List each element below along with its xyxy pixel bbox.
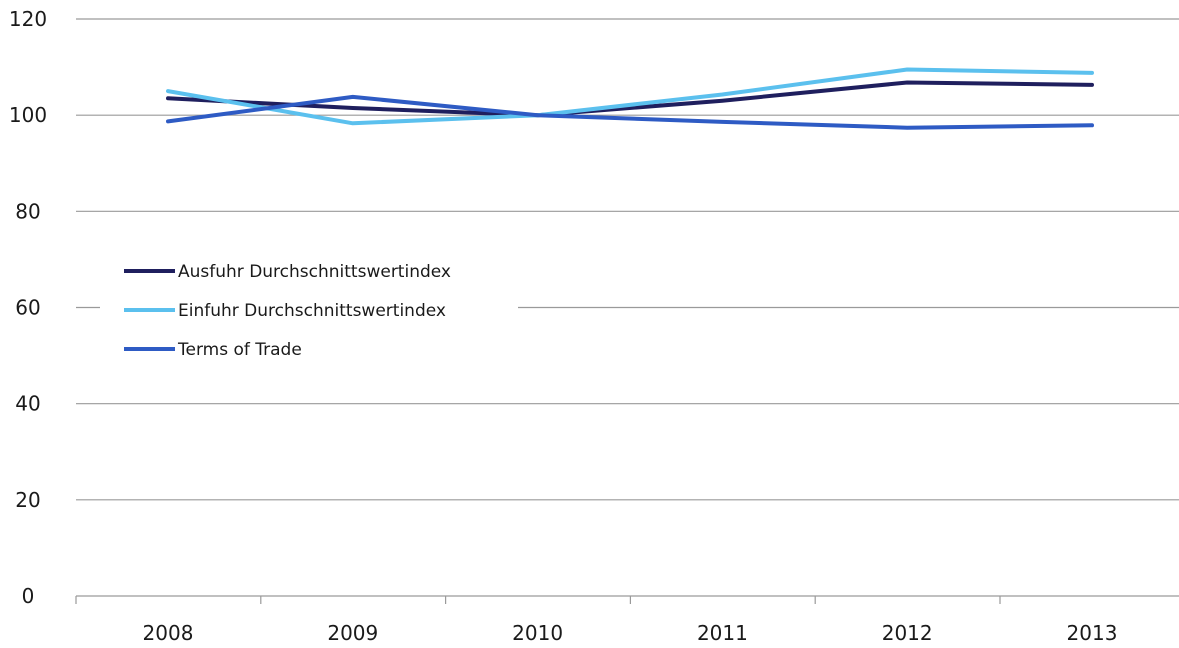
series-lines xyxy=(166,67,1094,130)
y-tick-label: 40 xyxy=(15,392,40,416)
x-axis-tick-labels: 2008 2009 2010 2011 2012 2013 xyxy=(143,621,1118,645)
y-tick-label: 20 xyxy=(15,488,40,512)
y-tick-label: 80 xyxy=(15,199,40,223)
x-tick-label: 2010 xyxy=(512,621,563,645)
legend: Ausfuhr Durchschnittswertindex Einfuhr Du… xyxy=(100,238,518,372)
x-tick-label: 2013 xyxy=(1067,621,1118,645)
x-tick-label: 2012 xyxy=(882,621,933,645)
x-axis xyxy=(75,595,1179,604)
x-tick-label: 2008 xyxy=(143,621,194,645)
legend-label: Terms of Trade xyxy=(177,340,302,360)
legend-label: Einfuhr Durchschnittswertindex xyxy=(178,301,446,321)
x-tick-label: 2009 xyxy=(327,621,378,645)
y-tick-label: 100 xyxy=(9,103,47,127)
y-tick-label: 0 xyxy=(22,584,35,608)
series-line-3 xyxy=(166,94,1094,130)
series-line-2 xyxy=(166,67,1094,126)
y-tick-label: 120 xyxy=(9,7,47,31)
y-tick-label: 60 xyxy=(15,296,40,320)
x-tick-label: 2011 xyxy=(697,621,748,645)
legend-label: Ausfuhr Durchschnittswertindex xyxy=(178,262,451,282)
y-axis-tick-labels: 0 20 40 60 80 100 120 xyxy=(9,7,47,608)
series-line-1 xyxy=(166,80,1094,118)
